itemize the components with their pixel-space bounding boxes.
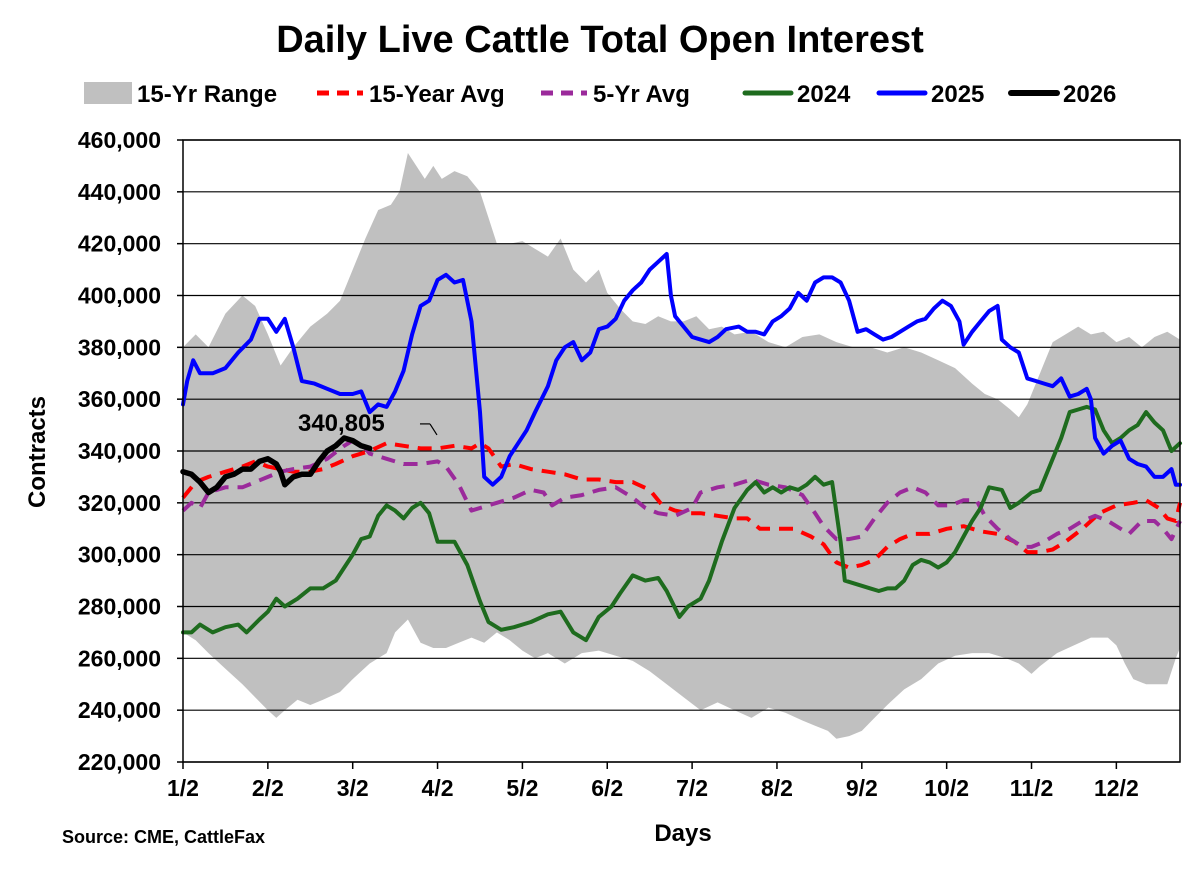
series-line-y2024 bbox=[181, 404, 1182, 643]
y-tick-label: 240,000 bbox=[78, 697, 161, 723]
legend-label-y2026: 2026 bbox=[1063, 81, 1116, 108]
y-axis-ticks: 220,000 240,000 260,000 280,000 300,000 320,0… bbox=[78, 127, 183, 775]
x-tick-label: 5/2 bbox=[506, 775, 538, 801]
series-lines bbox=[180, 252, 1182, 643]
legend-label-avg15: 15-Year Avg bbox=[369, 81, 505, 108]
annotation-leader bbox=[429, 423, 438, 436]
y-tick-label: 380,000 bbox=[78, 334, 161, 360]
legend-label-y2025: 2025 bbox=[931, 81, 984, 108]
y-tick-label: 300,000 bbox=[78, 542, 161, 568]
chart-title: Daily Live Cattle Total Open Interest bbox=[276, 19, 924, 61]
x-tick-label: 10/2 bbox=[924, 775, 969, 801]
series-line-y2025 bbox=[181, 252, 1182, 487]
x-tick-label: 3/2 bbox=[337, 775, 369, 801]
legend-label-avg5: 5-Yr Avg bbox=[593, 81, 690, 108]
x-tick-label: 12/2 bbox=[1094, 775, 1139, 801]
y-tick-label: 460,000 bbox=[78, 127, 161, 153]
x-tick-label: 8/2 bbox=[761, 775, 793, 801]
y-tick-label: 260,000 bbox=[78, 645, 161, 671]
y-tick-label: 320,000 bbox=[78, 490, 161, 516]
annotation-label: 340,805 bbox=[298, 410, 385, 437]
series-line-avg15 bbox=[181, 441, 1182, 570]
range-area bbox=[183, 153, 1180, 739]
legend: 15-Yr Range 15-Year Avg 5-Yr Avg 2024 2025 20… bbox=[84, 81, 1116, 108]
y-tick-label: 420,000 bbox=[78, 231, 161, 257]
x-tick-label: 2/2 bbox=[252, 775, 284, 801]
y-tick-label: 340,000 bbox=[78, 438, 161, 464]
x-tick-label: 6/2 bbox=[591, 775, 623, 801]
y-tick-label: 400,000 bbox=[78, 283, 161, 309]
source-note: Source: CME, CattleFax bbox=[62, 827, 265, 847]
annotation: 340,805 bbox=[298, 410, 438, 437]
y-tick-label: 280,000 bbox=[78, 594, 161, 620]
legend-swatch-range bbox=[84, 82, 132, 104]
y-tick-label: 360,000 bbox=[78, 386, 161, 412]
y-tick-label: 220,000 bbox=[78, 749, 161, 775]
legend-label-range: 15-Yr Range bbox=[137, 81, 277, 108]
x-axis-label: Days bbox=[654, 820, 711, 847]
series-line-y2026 bbox=[180, 435, 373, 496]
x-axis-ticks: 1/2 2/2 3/2 4/2 5/2 6/2 7/2 8/2 9/2 10/2 11/2 12/2 bbox=[167, 762, 1139, 801]
x-tick-label: 4/2 bbox=[422, 775, 454, 801]
plot-area: 340,805 bbox=[180, 139, 1182, 763]
legend-label-y2024: 2024 bbox=[797, 81, 851, 108]
x-tick-label: 7/2 bbox=[676, 775, 708, 801]
x-tick-label: 1/2 bbox=[167, 775, 199, 801]
x-tick-label: 11/2 bbox=[1010, 775, 1054, 801]
y-tick-label: 440,000 bbox=[78, 179, 161, 205]
x-tick-label: 9/2 bbox=[846, 775, 878, 801]
y-axis-label: Contracts bbox=[24, 396, 51, 508]
